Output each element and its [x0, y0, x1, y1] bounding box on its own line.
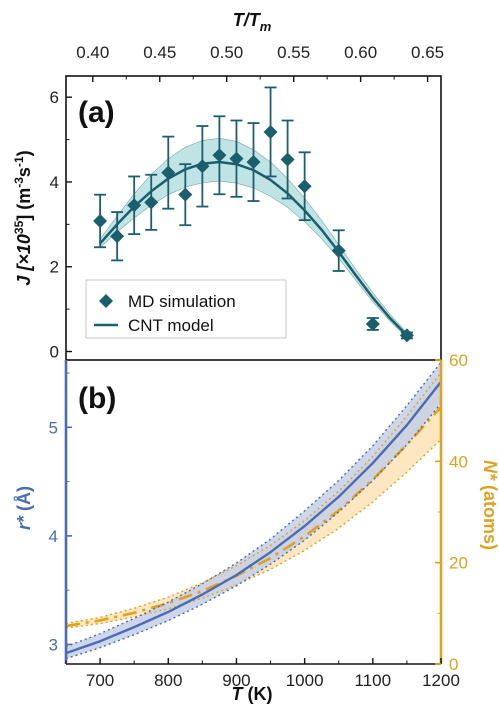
x-tick-label: 800	[154, 671, 182, 690]
left-axis-ticks: 3 4 5	[49, 372, 72, 654]
y-axis-ticks: 0 2 4 6	[50, 88, 72, 362]
data-point	[229, 151, 244, 166]
data-point	[178, 187, 193, 202]
md-simulation-points	[93, 86, 414, 343]
y-tick-label: 4	[50, 173, 59, 192]
right-tick-label: 20	[449, 554, 468, 573]
legend-label-cnt: CNT model	[128, 316, 214, 335]
legend-label-md: MD simulation	[128, 292, 236, 311]
data-point	[110, 229, 125, 244]
y-tick-label: 0	[50, 343, 59, 362]
legend-a: MD simulation CNT model	[85, 279, 287, 339]
n-star-lower-bound	[65, 438, 442, 629]
top-tick-label: 0.65	[411, 43, 444, 62]
data-point	[297, 179, 312, 194]
data-point	[365, 316, 380, 331]
data-point	[246, 155, 261, 170]
data-point	[399, 328, 414, 343]
data-point	[280, 152, 295, 167]
data-point	[93, 213, 108, 228]
data-point	[195, 159, 210, 174]
y-tick-label: 2	[50, 258, 59, 277]
top-tick-label: 0.60	[344, 43, 377, 62]
n-star-band	[66, 372, 441, 628]
panel-a-label: (a)	[78, 96, 115, 129]
r-star-upper-bound	[65, 361, 442, 648]
x-tick-label: 1200	[422, 671, 460, 690]
top-tick-label: 0.50	[210, 43, 243, 62]
x-tick-label: 900	[222, 671, 250, 690]
panel-a: 0.40 0.45 0.50 0.55 0.60 0.65 0 2 4 6 (a) T/Tm J…	[12, 10, 444, 362]
panel-b-bands	[66, 362, 441, 659]
data-point	[263, 124, 278, 139]
y-tick-label: 6	[50, 88, 59, 107]
data-point	[161, 165, 176, 180]
panel-b-lines	[65, 361, 442, 660]
r-star-curve	[65, 380, 442, 655]
n-star-upper-bound	[65, 372, 442, 625]
x-tick-label: 1100	[355, 671, 392, 690]
panel-a-frame	[65, 75, 442, 361]
panel-b-label: (b)	[78, 382, 116, 415]
data-point	[212, 148, 227, 163]
x-tick-label: 1000	[286, 671, 324, 690]
top-tick-label: 0.45	[143, 43, 176, 62]
x-axis-title: T (K)	[232, 684, 273, 704]
data-point	[127, 198, 142, 213]
right-axis-title: N* (atoms)	[480, 460, 499, 550]
left-tick-label: 5	[49, 418, 58, 437]
legend-box	[85, 279, 287, 339]
legend-marker-md	[99, 294, 113, 308]
left-tick-label: 3	[49, 635, 58, 654]
panel-b: 700 800 900 1000 1100 1200 3 4 5 0 20 40 60 (b) T …	[14, 351, 499, 704]
left-tick-label: 4	[49, 527, 58, 546]
right-tick-label: 40	[449, 452, 468, 471]
right-axis-ticks: 0 20 40 60	[435, 351, 468, 674]
right-tick-label: 0	[449, 655, 458, 674]
top-axis-title: T/Tm	[233, 10, 272, 34]
data-point	[331, 243, 346, 258]
left-axis-title: r* (Å)	[14, 486, 34, 530]
n-star-curve	[65, 406, 442, 628]
data-point	[144, 195, 159, 210]
top-tick-label: 0.40	[76, 43, 109, 62]
right-tick-label: 60	[449, 351, 468, 370]
r-star-lower-bound	[65, 402, 442, 660]
top-tick-label: 0.55	[277, 43, 310, 62]
x-axis-ticks: 700 800 900 1000 1100 1200	[65, 658, 460, 690]
x-tick-label: 700	[86, 671, 114, 690]
top-axis-ticks: 0.40 0.45 0.50 0.55 0.60 0.65	[76, 43, 444, 82]
y-axis-title-a: J [×1035] (m-3s-1)	[12, 150, 34, 285]
